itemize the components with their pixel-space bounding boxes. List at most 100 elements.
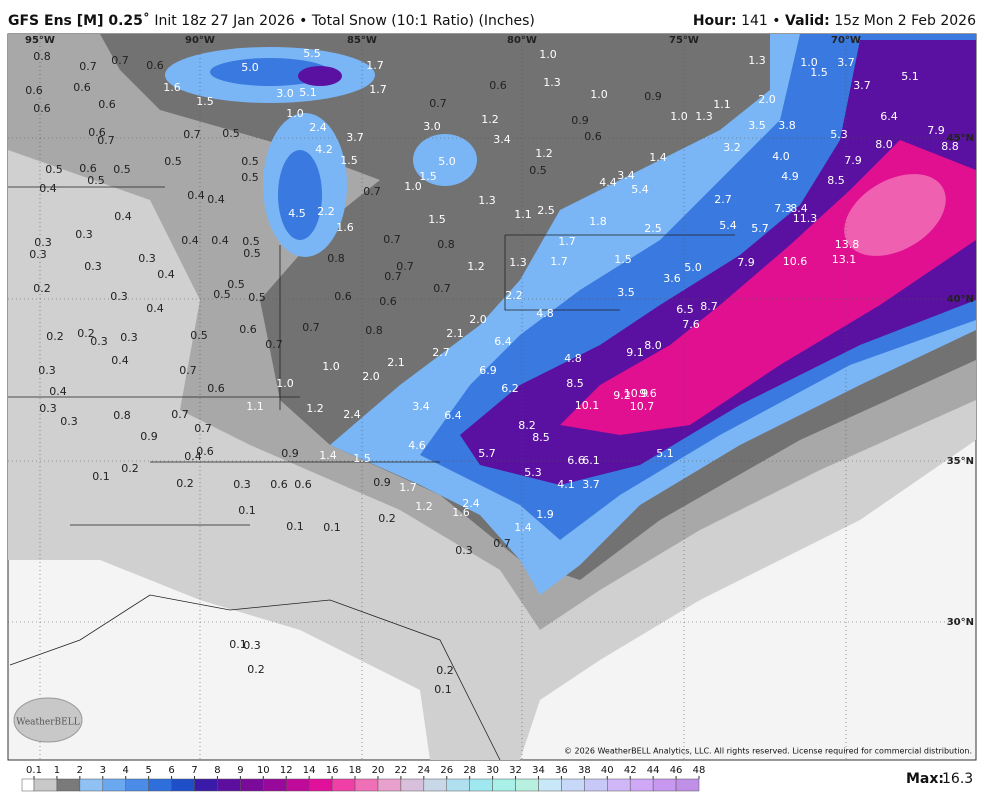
snow-total-label: 2.7 (714, 193, 732, 206)
snow-total-label: 3.4 (412, 400, 430, 413)
colorbar-segment (285, 778, 310, 792)
snow-total-label: 0.4 (157, 268, 175, 281)
colorbar-label: 22 (395, 765, 408, 776)
snow-total-label: 0.2 (121, 462, 139, 475)
snow-total-label: 5.0 (438, 155, 456, 168)
snow-total-label: 0.3 (60, 415, 78, 428)
longitude-label: 85°W (347, 35, 377, 46)
snow-total-label: 1.3 (543, 76, 561, 89)
snow-total-label: 0.3 (39, 402, 57, 415)
snow-total-label: 2.1 (387, 356, 405, 369)
colorbar-segment (331, 778, 356, 792)
snow-total-label: 0.4 (181, 234, 199, 247)
colorbar-segment (584, 778, 608, 792)
borders (8, 186, 735, 761)
snow-total-label: 6.4 (444, 409, 462, 422)
colorbar-segment (33, 778, 58, 792)
snow-total-label: 5.0 (684, 261, 702, 274)
snow-total-label: 0.6 (379, 295, 397, 308)
snow-total-label: 0.6 (334, 290, 352, 303)
colorbar-segment (102, 778, 126, 792)
logo-badge (13, 697, 83, 743)
colorbar-segment (308, 778, 333, 792)
snow-total-label: 0.3 (90, 335, 108, 348)
colorbar-segment (469, 778, 493, 792)
longitude-label: 75°W (669, 35, 699, 46)
colorbar-segment (354, 778, 379, 792)
colorbar-label: 46 (670, 765, 683, 776)
colorbar-segment (79, 778, 104, 792)
snow-total-label: 2.2 (505, 289, 523, 302)
snow-total-label: 0.6 (73, 81, 91, 94)
snow-total-label: 0.5 (241, 171, 259, 184)
hour-label: Hour: (693, 13, 737, 29)
lake-effect (278, 150, 322, 240)
snow-total-label: 6.5 (676, 303, 694, 316)
snow-total-label: 0.4 (146, 302, 164, 315)
snow-total-label: 1.6 (336, 221, 354, 234)
snow-total-label: 1.0 (590, 88, 608, 101)
snow-total-label: 8.0 (644, 339, 662, 352)
snow-total-label: 0.3 (233, 478, 251, 491)
snow-total-label: 0.6 (489, 79, 507, 92)
colorbar-label: 4 (123, 765, 129, 776)
snow-total-label: 0.6 (584, 130, 602, 143)
colorbar-segment (400, 778, 425, 792)
snow-total-label: 10.7 (630, 400, 655, 413)
snow-total-label: 0.8 (113, 409, 131, 422)
snow-total-label: 1.7 (558, 235, 576, 248)
snow-total-label: 0.9 (281, 447, 299, 460)
snow-total-label: 0.1 (238, 504, 256, 517)
snow-total-label: 0.3 (120, 331, 138, 344)
colorbar-segment (515, 778, 539, 792)
snow-total-label: 0.7 (363, 185, 381, 198)
snow-total-label: 3.4 (617, 169, 635, 182)
snow-total-label: 4.1 (557, 478, 575, 491)
max-value: 16.3 (942, 771, 973, 787)
swath-core (844, 174, 946, 256)
snow-total-label: 0.6 (196, 445, 214, 458)
colorbar-label: 26 (440, 765, 453, 776)
snow-total-label: 7.9 (737, 256, 755, 269)
snow-total-label: 4.5 (288, 207, 306, 220)
snow-total-label: 6.1 (582, 454, 600, 467)
snow-total-label: 0.5 (243, 247, 261, 260)
snow-total-label: 0.6 (98, 98, 116, 111)
snow-total-label: 1.2 (467, 260, 485, 273)
snow-total-label: 3.5 (617, 286, 635, 299)
longitude-label: 95°W (25, 35, 55, 46)
colorbar-label: 24 (417, 765, 430, 776)
lake-effect (298, 66, 342, 86)
snow-total-label: 4.2 (315, 143, 333, 156)
snow-total-label: 0.3 (75, 228, 93, 241)
snow-total-label: 1.3 (509, 256, 527, 269)
snow-total-label: 11.3 (793, 212, 818, 225)
snow-total-label: 0.3 (138, 252, 156, 265)
snow-total-label: 4.8 (564, 352, 582, 365)
snow-total-label: 0.5 (248, 291, 266, 304)
snow-total-label: 1.7 (399, 481, 417, 494)
snow-total-label: 0.2 (33, 282, 51, 295)
snow-total-label: 0.5 (164, 155, 182, 168)
colorbar-segment (675, 778, 700, 792)
colorbar-label: 36 (555, 765, 568, 776)
snow-total-label: 1.7 (550, 255, 568, 268)
logo: WeatherBELL (16, 718, 79, 728)
snow-total-label: 3.8 (778, 119, 796, 132)
snow-total-label: 0.6 (25, 84, 43, 97)
colorbar-label: 1 (54, 765, 60, 776)
snow-total-label: 1.4 (649, 151, 667, 164)
snow-total-label: 1.0 (670, 110, 688, 123)
snow-total-label: 0.8 (437, 238, 455, 251)
snow-total-label: 7.9 (927, 124, 945, 137)
snow-total-label: 0.5 (87, 174, 105, 187)
colorbar-label: 38 (578, 765, 591, 776)
snow-total-label: 1.5 (810, 66, 828, 79)
snow-total-label: 1.2 (415, 500, 433, 513)
snow-total-label: 0.2 (378, 512, 396, 525)
snow-total-label: 0.3 (110, 290, 128, 303)
colorbar-segment (377, 778, 402, 792)
snow-total-label: 0.3 (455, 544, 473, 557)
snow-total-label: 3.0 (276, 87, 294, 100)
snow-total-label: 0.4 (184, 450, 202, 463)
